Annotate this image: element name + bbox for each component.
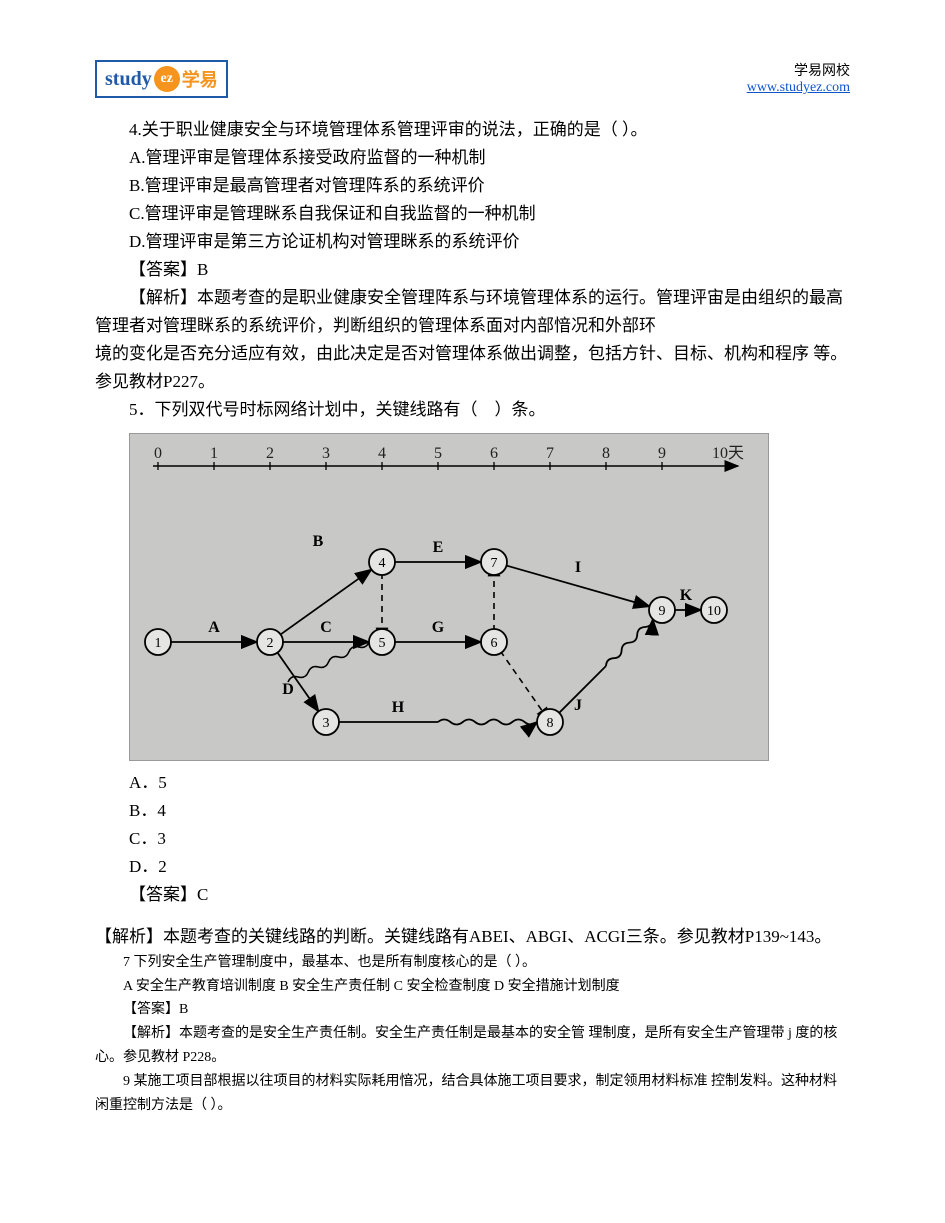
- svg-text:E: E: [433, 539, 444, 556]
- svg-text:K: K: [680, 587, 693, 604]
- network-diagram: 0 1 2 3 4 5 6 7 8 9 10天 A B C D E G H I J K 1 2 3 4 5 6 7 8 9 10: [129, 433, 769, 761]
- logo: study ez 学易: [95, 60, 228, 98]
- q9-stem: 9 某施工项目部根据以往项目的材料实际耗用愔况，结合具体施工项目要求，制定领用材…: [95, 1070, 850, 1118]
- q4-option-b: B.管理评审是最高管理者对管理阵系的系统评价: [95, 172, 850, 200]
- logo-ez-badge: ez: [154, 66, 180, 92]
- q5-stem: 5．下列双代号时标网络计划中，关键线路有（ ）条。: [95, 396, 850, 424]
- svg-text:B: B: [313, 533, 324, 550]
- q4-option-c: C.管理评审是管理眯系自我保证和自我监督的一种机制: [95, 200, 850, 228]
- svg-text:9: 9: [659, 604, 666, 619]
- svg-text:1: 1: [155, 636, 162, 651]
- q7-stem: 7 下列安全生产管理制度中，最基本、也是所有制度核心的是（ ）。: [95, 951, 850, 975]
- svg-text:6: 6: [490, 445, 498, 462]
- q7-analysis: 【解析】本题考查的是安全生产责任制。安全生产责任制是最基本的安全管 理制度，是所…: [95, 1022, 850, 1070]
- q7-options: A 安全生产教育培训制度 B 安全生产责任制 C 安全检查制度 D 安全措施计划…: [95, 975, 850, 999]
- svg-text:3: 3: [322, 445, 330, 462]
- svg-text:A: A: [208, 619, 220, 636]
- svg-text:7: 7: [546, 445, 554, 462]
- svg-text:J: J: [574, 697, 582, 714]
- q5-option-d: D．2: [129, 853, 850, 881]
- q4-option-a: A.管理评审是管理体系接受政府监督的一种机制: [95, 144, 850, 172]
- site-name: 学易网校: [747, 60, 850, 80]
- svg-text:9: 9: [658, 445, 666, 462]
- svg-text:2: 2: [267, 636, 274, 651]
- svg-text:8: 8: [547, 716, 554, 731]
- q7-answer: 【答案】B: [95, 998, 850, 1022]
- svg-text:5: 5: [434, 445, 442, 462]
- svg-text:8: 8: [602, 445, 610, 462]
- document-body: 4.关于职业健康安全与环境管理体系管理评审的说法，正确的是（ ）。 A.管理评审…: [95, 116, 850, 1117]
- svg-text:5: 5: [379, 636, 386, 651]
- q4-analysis-2: 境的变化是否充分适应有效，由此决定是否对管理体系做出调整，包括方针、目标、机构和…: [95, 340, 850, 396]
- spacer: [95, 909, 850, 923]
- svg-text:I: I: [575, 559, 581, 576]
- q5-option-c: C．3: [129, 825, 850, 853]
- svg-text:H: H: [392, 699, 405, 716]
- svg-text:2: 2: [266, 445, 274, 462]
- svg-text:3: 3: [323, 716, 330, 731]
- page-header: study ez 学易 学易网校 www.studyez.com: [95, 60, 850, 98]
- q4-analysis-1: 【解析】本题考查的是职业健康安全管理阵系与环境管理体系的运行。管理评宙是由组织的…: [95, 284, 850, 340]
- svg-text:4: 4: [378, 445, 386, 462]
- q5-options: A．5 B．4 C．3 D．2 【答案】C: [129, 769, 850, 909]
- q4-stem: 4.关于职业健康安全与环境管理体系管理评审的说法，正确的是（ ）。: [95, 116, 850, 144]
- svg-text:4: 4: [379, 556, 386, 571]
- site-url-link[interactable]: www.studyez.com: [747, 80, 850, 95]
- q5-analysis: 【解析】本题考查的关键线路的判断。关键线路有ABEI、ABGI、ACGI三条。参…: [95, 923, 850, 951]
- q5-answer: 【答案】C: [129, 881, 850, 909]
- svg-text:G: G: [432, 619, 445, 636]
- header-right: 学易网校 www.studyez.com: [747, 60, 850, 96]
- logo-text-xueyi: 学易: [182, 66, 218, 92]
- q4-option-d: D.管理评审是第三方论证机构对管理眯系的系统评价: [95, 228, 850, 256]
- svg-text:6: 6: [491, 636, 498, 651]
- svg-text:10天: 10天: [712, 445, 744, 462]
- logo-text-study: study: [105, 68, 152, 91]
- q5-option-b: B．4: [129, 797, 850, 825]
- svg-text:D: D: [282, 681, 294, 698]
- svg-text:10: 10: [707, 604, 721, 619]
- svg-text:7: 7: [491, 556, 498, 571]
- svg-text:1: 1: [210, 445, 218, 462]
- svg-text:C: C: [320, 619, 332, 636]
- network-svg: 0 1 2 3 4 5 6 7 8 9 10天 A B C D E G H I J K 1 2 3 4 5 6 7 8 9 10: [138, 442, 762, 752]
- svg-text:0: 0: [154, 445, 162, 462]
- q5-option-a: A．5: [129, 769, 850, 797]
- q4-answer: 【答案】B: [95, 256, 850, 284]
